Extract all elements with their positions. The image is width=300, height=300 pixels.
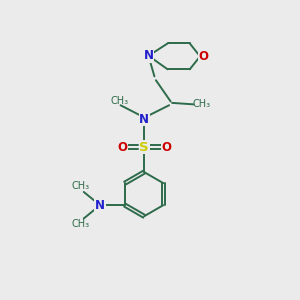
Text: O: O: [161, 141, 171, 154]
Text: O: O: [117, 141, 127, 154]
Text: N: N: [143, 49, 154, 62]
Text: CH₃: CH₃: [71, 219, 89, 229]
Text: CH₃: CH₃: [110, 95, 128, 106]
Text: O: O: [199, 50, 208, 63]
Text: N: N: [95, 199, 105, 212]
Text: N: N: [139, 112, 149, 126]
Text: S: S: [139, 141, 149, 154]
Text: CH₃: CH₃: [193, 99, 211, 110]
Text: CH₃: CH₃: [71, 181, 89, 191]
